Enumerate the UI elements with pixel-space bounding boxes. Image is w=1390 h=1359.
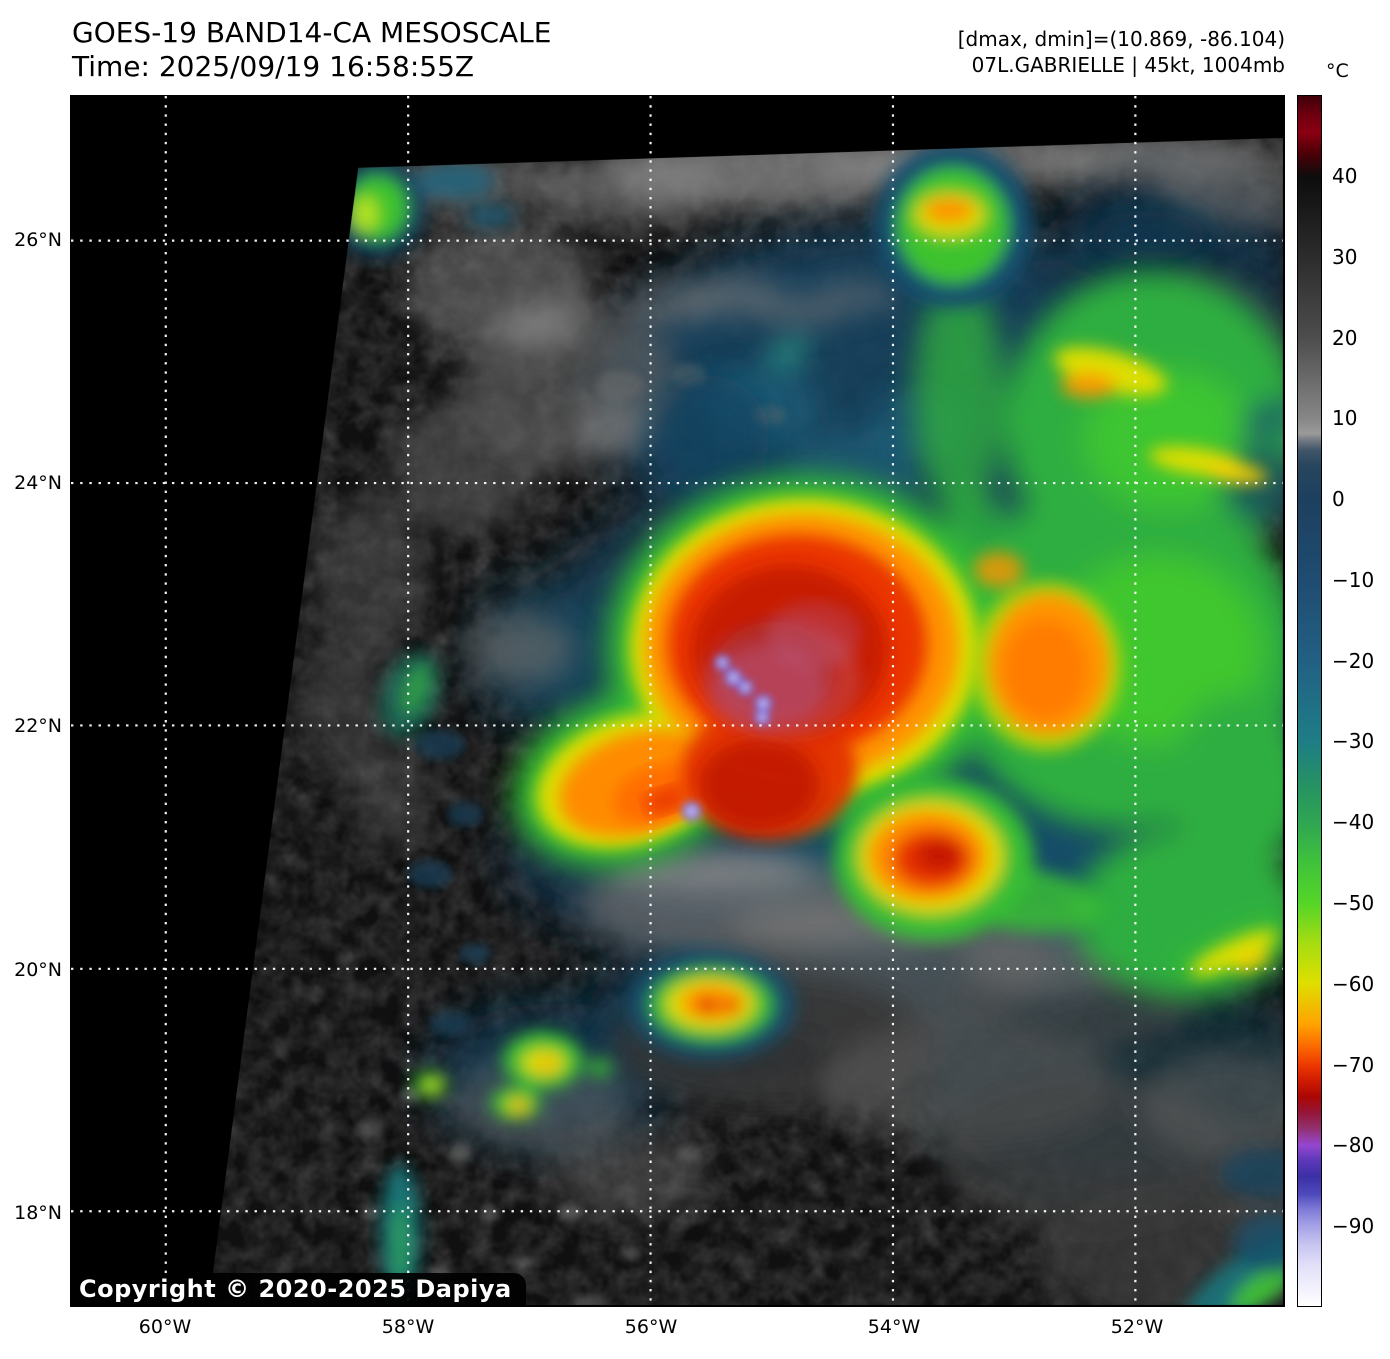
- lat-tick-20n: 20°N: [14, 959, 62, 981]
- cb-tick-30: 30: [1332, 245, 1358, 269]
- northeast-cell: [874, 143, 1034, 308]
- cb-tick-20: 20: [1332, 326, 1358, 350]
- stats-block: [dmax, dmin]=(10.869, -86.104) 07L.GABRI…: [958, 26, 1285, 78]
- plot-title: GOES-19 BAND14-CA MESOSCALE: [72, 16, 552, 49]
- lon-tick-56w: 56°W: [624, 1316, 678, 1338]
- graticule: [71, 96, 1283, 1305]
- cb-tick-m20: −20: [1332, 649, 1375, 673]
- lon-tick-52w: 52°W: [1110, 1316, 1164, 1338]
- dmax-dmin-readout: [dmax, dmin]=(10.869, -86.104): [957, 27, 1285, 51]
- temperature-colorbar: [1297, 95, 1322, 1307]
- title-block: GOES-19 BAND14-CA MESOSCALE Time: 2025/0…: [72, 16, 551, 84]
- south-convective-cell: [834, 777, 1103, 941]
- cb-tick-m60: −60: [1332, 972, 1375, 996]
- cb-tick-0: 0: [1332, 487, 1345, 511]
- lon-tick-54w: 54°W: [867, 1316, 921, 1338]
- lat-tick-18n: 18°N: [14, 1202, 62, 1224]
- cb-tick-m30: −30: [1332, 729, 1375, 753]
- lon-tick-58w: 58°W: [381, 1316, 435, 1338]
- cb-tick-40: 40: [1332, 164, 1358, 188]
- cb-tick-m80: −80: [1332, 1133, 1375, 1157]
- copyright-badge: Copyright © 2020-2025 Dapiya: [71, 1273, 526, 1306]
- colorbar-unit-label: °C: [1326, 60, 1349, 82]
- east-orange-cell: [971, 346, 1278, 976]
- lat-tick-24n: 24°N: [14, 472, 62, 494]
- northwest-edge-cell: [329, 157, 515, 738]
- south-cluster-cells: [413, 949, 797, 1121]
- satellite-imagery: [71, 96, 1283, 1305]
- cb-tick-m50: −50: [1332, 891, 1375, 915]
- overshooting-tops: [681, 654, 773, 822]
- cb-tick-m70: −70: [1332, 1053, 1375, 1077]
- lat-tick-22n: 22°N: [14, 715, 62, 737]
- map-canvas: Copyright © 2020-2025 Dapiya: [70, 95, 1285, 1307]
- storm-info-readout: 07L.GABRIELLE | 45kt, 1004mb: [971, 53, 1285, 77]
- cb-tick-m10: −10: [1332, 568, 1375, 592]
- plot-time: Time: 2025/09/19 16:58:55Z: [72, 50, 475, 84]
- lat-tick-26n: 26°N: [14, 229, 62, 251]
- cb-tick-10: 10: [1332, 406, 1358, 430]
- cb-tick-m40: −40: [1332, 810, 1375, 834]
- lon-tick-60w: 60°W: [138, 1316, 192, 1338]
- teal-streaks: [380, 1148, 1283, 1305]
- cb-tick-m90: −90: [1332, 1214, 1375, 1238]
